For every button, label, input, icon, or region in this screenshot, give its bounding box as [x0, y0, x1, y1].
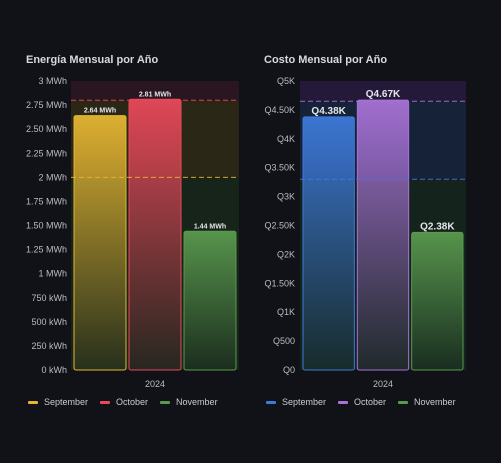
y-tick-label: 2.25 MWh — [26, 148, 67, 158]
energy-legend: September October November — [28, 397, 218, 407]
october-swatch-icon — [100, 400, 111, 404]
y-tick-label: 1.75 MWh — [26, 196, 67, 206]
november-swatch-icon — [398, 400, 409, 404]
legend-item-october[interactable]: October — [100, 397, 148, 407]
y-tick-label: Q4K — [277, 134, 295, 144]
threshold-band — [300, 81, 466, 102]
y-tick-label: Q4.50K — [264, 105, 295, 115]
bar-november — [411, 231, 464, 371]
data-label: Q4.38K — [311, 106, 346, 117]
x-tick-label: 2024 — [145, 379, 165, 389]
legend-label: November — [414, 397, 456, 407]
y-tick-label: 0 kWh — [41, 365, 67, 375]
october-swatch-icon — [338, 400, 349, 404]
y-tick-label: 750 kWh — [31, 293, 67, 303]
legend-label: November — [176, 397, 218, 407]
september-swatch-icon — [266, 400, 276, 404]
threshold-band — [300, 179, 466, 370]
september-swatch-icon — [28, 400, 38, 404]
bar-october — [128, 98, 182, 371]
legend-item-october[interactable]: October — [338, 397, 386, 407]
y-tick-label: 500 kWh — [31, 317, 67, 327]
y-tick-label: 1 MWh — [38, 269, 67, 279]
x-tick-label: 2024 — [373, 379, 393, 389]
y-tick-label: 1.25 MWh — [26, 245, 67, 255]
cost-legend: September October November — [266, 397, 456, 407]
bar-september — [73, 115, 127, 371]
threshold-band — [71, 81, 239, 101]
legend-item-november[interactable]: November — [398, 397, 456, 407]
bar-september — [302, 116, 355, 371]
legend-item-september[interactable]: September — [28, 397, 88, 407]
y-tick-label: Q5K — [277, 76, 295, 86]
y-tick-label: 1.50 MWh — [26, 221, 67, 231]
y-tick-label: Q2K — [277, 249, 295, 259]
y-tick-label: 250 kWh — [31, 341, 67, 351]
november-swatch-icon — [160, 400, 171, 404]
legend-label: September — [282, 397, 327, 407]
y-tick-label: Q1.50K — [264, 278, 295, 288]
data-label: Q4.67K — [366, 89, 401, 100]
energy-chart: 0 kWh 250 kWh 500 kWh 750 kWh 1 MWh 1.25 MWh 1… — [26, 76, 239, 389]
cost-chart-title: Costo Mensual por Año — [264, 54, 388, 66]
data-label: 2.64 MWh — [84, 108, 116, 115]
legend-label: October — [116, 397, 149, 407]
y-tick-label: 2.50 MWh — [26, 124, 67, 134]
data-label: Q2.38K — [420, 221, 455, 232]
y-tick-label: 3 MWh — [38, 76, 67, 86]
y-tick-label: Q3K — [277, 192, 295, 202]
legend-label: October — [354, 397, 387, 407]
y-tick-label: Q2.50K — [264, 221, 295, 231]
legend-item-november[interactable]: November — [160, 397, 218, 407]
legend-label: September — [44, 397, 89, 407]
bar-november — [183, 230, 237, 371]
y-tick-label: 2 MWh — [38, 172, 67, 182]
y-tick-label: 2.75 MWh — [26, 100, 67, 110]
threshold-band — [300, 101, 466, 180]
energy-chart-title: Energía Mensual por Año — [26, 54, 159, 66]
y-tick-label: Q1K — [277, 307, 295, 317]
y-tick-label: Q0 — [283, 365, 295, 375]
data-label: 2.81 MWh — [139, 91, 171, 98]
y-tick-label: Q3.50K — [264, 163, 295, 173]
legend-item-september[interactable]: September — [266, 397, 326, 407]
data-label: 1.44 MWh — [194, 223, 226, 230]
bar-october — [356, 99, 410, 371]
y-tick-label: Q500 — [273, 336, 295, 346]
